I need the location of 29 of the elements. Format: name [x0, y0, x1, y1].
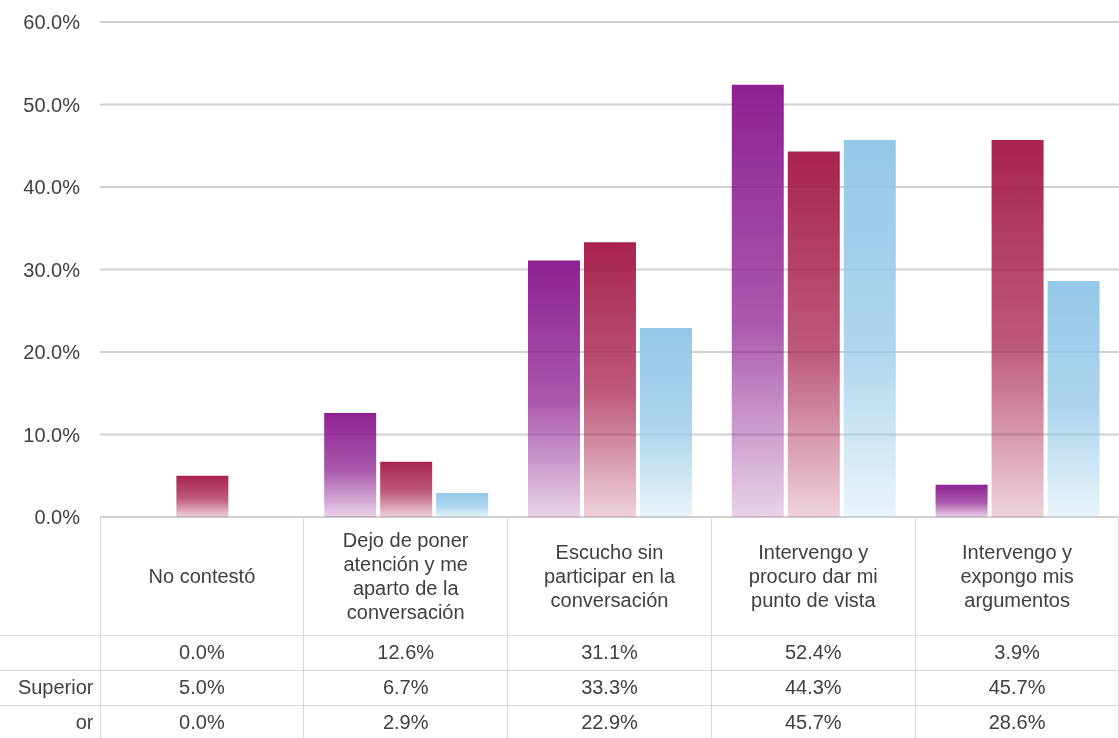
y-tick-label: 20.0%: [23, 341, 81, 364]
data-label: 12.6%: [303, 635, 508, 670]
data-label: 5.0%: [100, 670, 304, 705]
data-label: 3.9%: [915, 635, 1119, 670]
data-label: 45.7%: [915, 670, 1119, 705]
y-tick-label: 0.0%: [34, 506, 81, 529]
x-tick-label: No contestó: [100, 517, 304, 635]
data-label: 0.0%: [100, 635, 304, 670]
y-tick-label: 50.0%: [23, 93, 81, 116]
data-label: 6.7%: [303, 670, 508, 705]
legend-label: Superior: [0, 670, 100, 705]
data-label: 28.6%: [915, 705, 1119, 738]
x-tick-label: Dejo de poner atención y me aparto de la conversación: [303, 517, 508, 635]
y-tick-label: 30.0%: [23, 258, 81, 281]
x-tick-label: Intervengo y procuro dar mi punto de vista: [711, 517, 916, 635]
data-label: 22.9%: [507, 705, 712, 738]
data-label: 45.7%: [711, 705, 916, 738]
y-tick-label: 40.0%: [23, 176, 81, 199]
y-tick-label: 10.0%: [23, 423, 81, 446]
x-tick-label: Intervengo y expongo mis argumentos: [915, 517, 1119, 635]
data-label: 31.1%: [507, 635, 712, 670]
x-tick-label: Escucho sin participar en la conversación: [507, 517, 712, 635]
data-label: 33.3%: [507, 670, 712, 705]
data-label: 44.3%: [711, 670, 916, 705]
data-label: 0.0%: [100, 705, 304, 738]
y-tick-label: 60.0%: [23, 11, 81, 34]
legend-label: or: [0, 705, 100, 738]
data-label: 2.9%: [303, 705, 508, 738]
data-label: 52.4%: [711, 635, 916, 670]
